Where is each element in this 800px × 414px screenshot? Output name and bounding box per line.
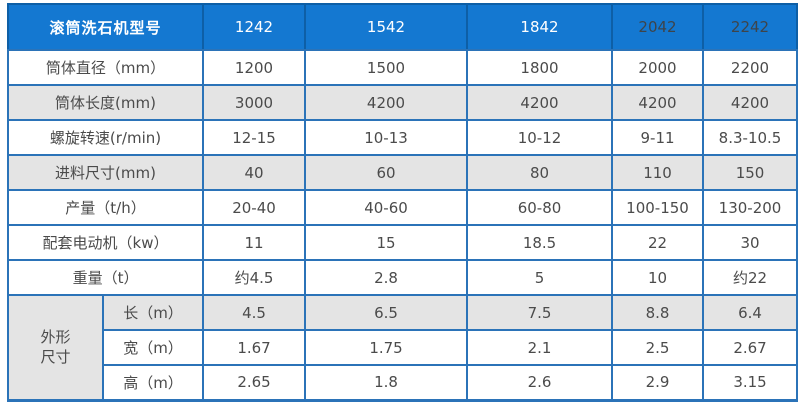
cell-value: 2.65: [202, 364, 307, 401]
model-header-2042: 2042: [611, 3, 705, 51]
row-label: 重量（t）: [6, 259, 205, 296]
dimension-group-line2: 尺寸: [40, 348, 71, 367]
cell-value: 2.9: [611, 364, 705, 401]
row-label: 筒体长度(mm): [6, 84, 205, 121]
cell-value: 5: [466, 259, 614, 296]
cell-value: 8.8: [611, 294, 705, 331]
cell-value: 2.8: [304, 259, 469, 296]
cell-value: 80: [466, 154, 614, 191]
row-dim-width: 宽（m） 1.67 1.75 2.1 2.5 2.67: [8, 329, 799, 366]
row-capacity: 产量（t/h） 20-40 40-60 60-80 100-150 130-20…: [6, 189, 799, 226]
cell-value: 1800: [466, 49, 614, 86]
cell-value: 4200: [611, 84, 705, 121]
cell-value: 40-60: [304, 189, 469, 226]
model-header-2242: 2242: [702, 3, 799, 51]
cell-value: 100-150: [611, 189, 705, 226]
row-drum-diameter: 筒体直径（mm） 1200 1500 1800 2000 2200: [6, 49, 799, 86]
cell-value: 1.67: [202, 329, 307, 366]
cell-value: 4200: [466, 84, 614, 121]
row-motor-power: 配套电动机（kw） 11 15 18.5 22 30: [6, 224, 799, 261]
cell-value: 2200: [702, 49, 799, 86]
cell-value: 60-80: [466, 189, 614, 226]
table-title: 滚筒洗石机型号: [6, 3, 205, 51]
cell-value: 30: [702, 224, 799, 261]
cell-value: 7.5: [466, 294, 614, 331]
row-dim-length: 外形 尺寸 长（m） 4.5 6.5 7.5 8.8 6.4: [7, 294, 799, 401]
cell-value: 3.15: [702, 364, 799, 401]
cell-value: 6.4: [702, 294, 799, 331]
cell-value: 10: [611, 259, 705, 296]
cell-value: 10-13: [304, 119, 469, 156]
cell-value: 22: [611, 224, 705, 261]
row-label: 产量（t/h）: [6, 189, 205, 226]
row-label: 筒体直径（mm）: [6, 49, 205, 86]
cell-value: 4200: [304, 84, 469, 121]
cell-value: 20-40: [202, 189, 307, 226]
cell-value: 12-15: [202, 119, 307, 156]
cell-value: 1200: [202, 49, 307, 86]
cell-value: 40: [202, 154, 307, 191]
row-label: 进料尺寸(mm): [6, 154, 205, 191]
cell-value: 4200: [702, 84, 799, 121]
cell-value: 130-200: [702, 189, 799, 226]
row-label: 高（m）: [101, 364, 205, 401]
cell-value: 8.3-10.5: [702, 119, 799, 156]
row-label: 长（m）: [101, 294, 205, 331]
dimension-group-label: 外形 尺寸: [7, 294, 104, 401]
model-header-1242: 1242: [202, 3, 307, 51]
spec-table: 滚筒洗石机型号 1242 1542 1842 2042 2242 筒体直径（mm…: [6, 3, 799, 402]
cell-value: 1500: [304, 49, 469, 86]
row-label: 宽（m）: [101, 329, 205, 366]
cell-value: 60: [304, 154, 469, 191]
row-weight: 重量（t） 约4.5 2.8 5 10 约22: [6, 259, 799, 296]
cell-value: 18.5: [466, 224, 614, 261]
cell-value: 2.5: [611, 329, 705, 366]
cell-value: 4.5: [202, 294, 307, 331]
row-feed-size: 进料尺寸(mm) 40 60 80 110 150: [6, 154, 799, 191]
model-header-1542: 1542: [304, 3, 469, 51]
cell-value: 2.1: [466, 329, 614, 366]
row-drum-length: 筒体长度(mm) 3000 4200 4200 4200 4200: [6, 84, 799, 121]
dimension-group-line1: 外形: [40, 328, 71, 346]
model-header-1842: 1842: [466, 3, 614, 51]
row-label: 配套电动机（kw）: [6, 224, 205, 261]
cell-value: 150: [702, 154, 799, 191]
row-label: 螺旋转速(r/min): [6, 119, 205, 156]
cell-value: 2000: [611, 49, 705, 86]
cell-value: 15: [304, 224, 469, 261]
cell-value: 约4.5: [202, 259, 307, 296]
cell-value: 3000: [202, 84, 307, 121]
cell-value: 1.75: [304, 329, 469, 366]
cell-value: 约22: [702, 259, 799, 296]
cell-value: 2.67: [702, 329, 799, 366]
cell-value: 11: [202, 224, 307, 261]
header-row: 滚筒洗石机型号 1242 1542 1842 2042 2242: [6, 3, 799, 51]
cell-value: 1.8: [304, 364, 469, 401]
row-spiral-speed: 螺旋转速(r/min) 12-15 10-13 10-12 9-11 8.3-1…: [6, 119, 799, 156]
cell-value: 110: [611, 154, 705, 191]
cell-value: 9-11: [611, 119, 705, 156]
cell-value: 6.5: [304, 294, 469, 331]
cell-value: 2.6: [466, 364, 614, 401]
row-dim-height: 高（m） 2.65 1.8 2.6 2.9 3.15: [8, 364, 799, 401]
cell-value: 10-12: [466, 119, 614, 156]
